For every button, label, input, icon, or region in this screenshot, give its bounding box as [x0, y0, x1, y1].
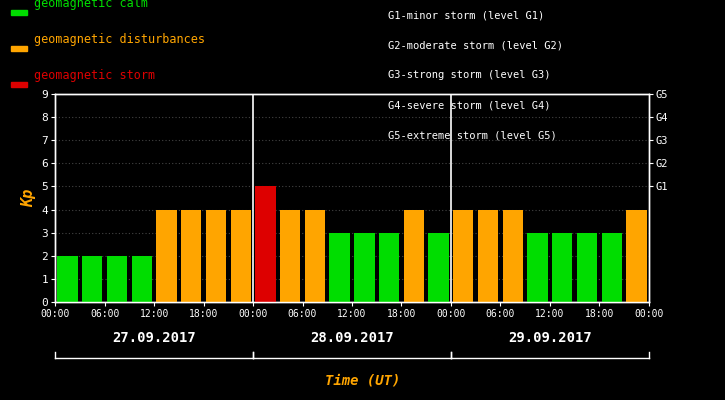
Text: Time (UT): Time (UT): [325, 374, 400, 388]
Bar: [304, 210, 325, 302]
Bar: [181, 210, 202, 302]
Bar: [428, 233, 449, 302]
Bar: [107, 256, 127, 302]
Text: geomagnetic storm: geomagnetic storm: [34, 70, 155, 82]
Bar: [280, 210, 300, 302]
Text: G5-extreme storm (level G5): G5-extreme storm (level G5): [388, 130, 557, 140]
Text: 28.09.2017: 28.09.2017: [310, 331, 394, 345]
Bar: [82, 256, 102, 302]
Bar: [478, 210, 498, 302]
Bar: [255, 186, 276, 302]
Bar: [626, 210, 647, 302]
Text: G2-moderate storm (level G2): G2-moderate storm (level G2): [388, 40, 563, 50]
Bar: [355, 233, 375, 302]
Bar: [527, 233, 547, 302]
Bar: [404, 210, 424, 302]
Bar: [329, 233, 349, 302]
Bar: [157, 210, 177, 302]
Bar: [231, 210, 251, 302]
Bar: [379, 233, 399, 302]
Text: G4-severe storm (level G4): G4-severe storm (level G4): [388, 100, 550, 110]
Bar: [57, 256, 78, 302]
Bar: [206, 210, 226, 302]
Bar: [453, 210, 473, 302]
Text: 29.09.2017: 29.09.2017: [508, 331, 592, 345]
Text: geomagnetic disturbances: geomagnetic disturbances: [34, 34, 205, 46]
Text: 27.09.2017: 27.09.2017: [112, 331, 196, 345]
Bar: [502, 210, 523, 302]
Text: geomagnetic calm: geomagnetic calm: [34, 0, 148, 10]
Y-axis label: Kp: Kp: [21, 189, 36, 207]
Bar: [602, 233, 622, 302]
Bar: [131, 256, 152, 302]
Bar: [552, 233, 573, 302]
Bar: [577, 233, 597, 302]
Text: G1-minor storm (level G1): G1-minor storm (level G1): [388, 10, 544, 20]
Text: G3-strong storm (level G3): G3-strong storm (level G3): [388, 70, 550, 80]
